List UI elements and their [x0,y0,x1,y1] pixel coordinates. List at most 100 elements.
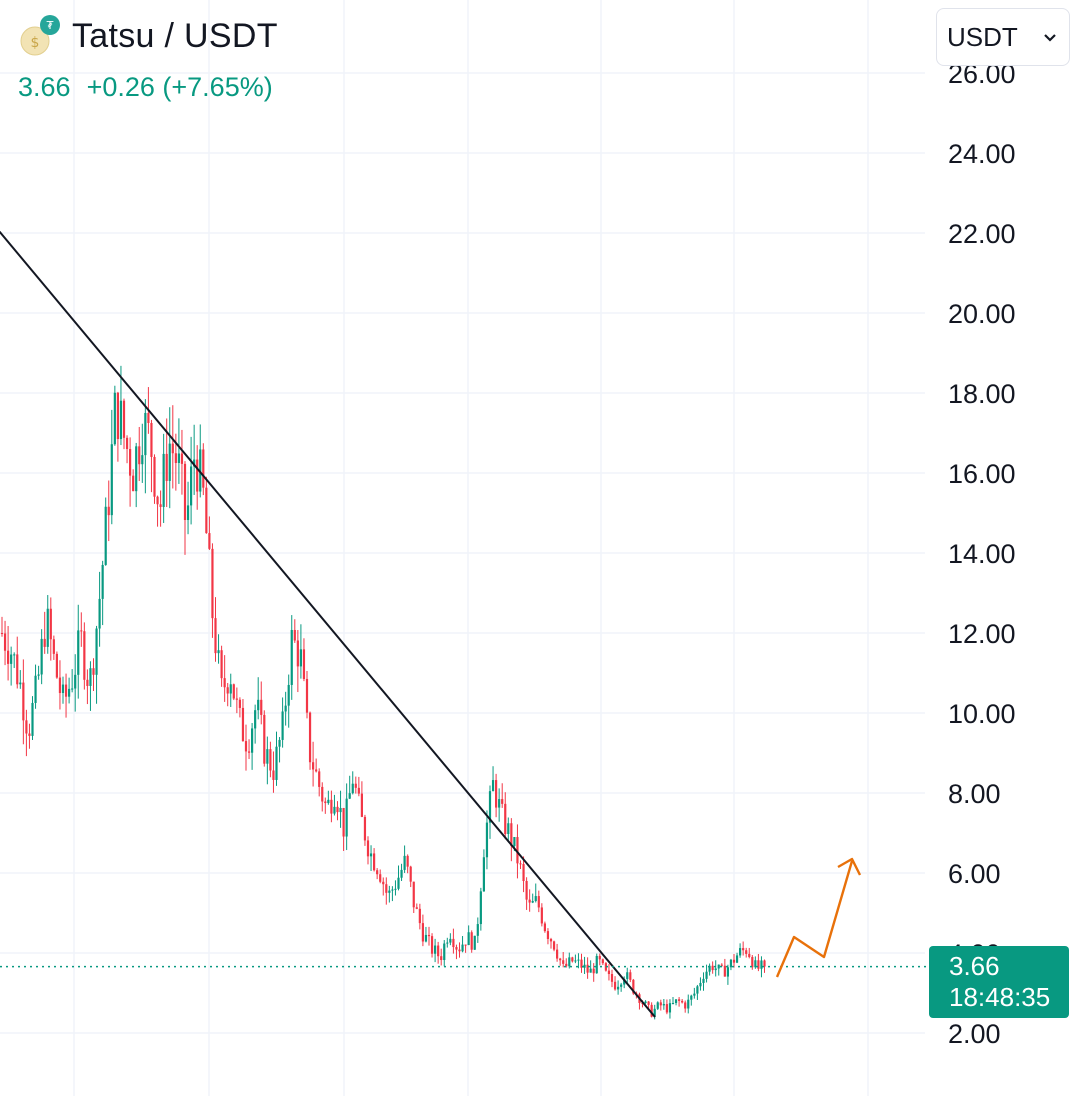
svg-text:₮: ₮ [47,19,54,32]
candle [263,710,266,767]
candle [183,461,187,555]
candle [315,758,318,773]
symbol-header: $ ₮ Tatsu / USDT [18,14,278,58]
candle [281,697,284,748]
candle [342,807,345,851]
candle [348,775,351,800]
candle [418,903,421,930]
candle [162,433,165,523]
candle [238,697,241,718]
candle [10,646,13,686]
candle [193,424,196,495]
candle [421,914,424,947]
candle [49,597,52,661]
candle [168,407,171,509]
candle [437,941,440,964]
candle [86,669,89,705]
candle [501,783,504,808]
candle [699,977,702,991]
candle [104,497,107,566]
candle [589,960,592,973]
candle [290,615,293,700]
candle [735,952,739,964]
candle [434,938,437,963]
candle [190,436,193,525]
candle [409,865,412,888]
candle [159,490,162,527]
candle [607,964,611,981]
candle [177,418,180,484]
candle [540,903,543,927]
price-change: +0.26 (+7.65%) [87,72,273,103]
price-axis[interactable]: 2.004.006.008.0010.0012.0014.0016.0018.0… [948,59,1016,1049]
candle [668,999,672,1019]
candle [717,964,720,976]
candle [507,817,510,841]
candle [379,869,382,884]
candle [482,849,485,892]
candle [296,629,299,693]
candle [92,658,95,692]
y-tick-label: 6.00 [948,859,1001,889]
candle [745,947,748,958]
candle [696,984,699,1000]
candle [522,856,525,893]
candle [601,958,604,965]
page-title: Tatsu / USDT [72,16,278,55]
candle [519,860,522,870]
candle [406,854,409,874]
candle [757,953,760,972]
candle [68,677,71,704]
candle [366,836,370,865]
candle [186,481,190,535]
candle [751,955,754,970]
candle [266,736,269,785]
candle [360,781,363,818]
candle [586,957,589,979]
candle [577,953,580,969]
candle [412,881,415,913]
projection-path [775,860,854,978]
candle [754,956,757,969]
candle [690,994,693,1006]
candle [681,999,684,1004]
candle [574,954,577,964]
candle [446,937,449,948]
candle [327,790,330,805]
candle [180,429,184,495]
candle [336,801,339,821]
candle [659,999,662,1011]
candle [354,776,357,794]
candle [98,571,101,647]
candle [58,660,62,710]
candle [671,996,675,1005]
candle [333,794,336,816]
currency-value: USDT [947,21,1018,52]
candle [312,741,315,787]
candle [293,619,296,643]
candle [272,751,275,793]
candle [241,698,245,742]
candle [16,636,19,689]
candle [571,956,574,963]
candle [208,516,211,550]
candle [464,944,467,953]
candle [427,926,431,946]
y-tick-label: 20.00 [948,299,1016,329]
candle [37,665,40,680]
candle [205,476,208,534]
candle [583,956,586,975]
currency-select[interactable]: USDT [936,8,1070,66]
price-change-abs: +0.26 [86,72,155,102]
candle [211,543,214,638]
candle [77,604,80,699]
candle [305,671,309,719]
candle [687,994,690,1014]
candle [122,398,126,450]
price-tag-value: 3.66 [949,950,1000,981]
candle [278,737,281,763]
candle [156,495,159,527]
candle [714,960,717,977]
price-summary: 3.66 +0.26 (+7.65%) [18,72,273,103]
